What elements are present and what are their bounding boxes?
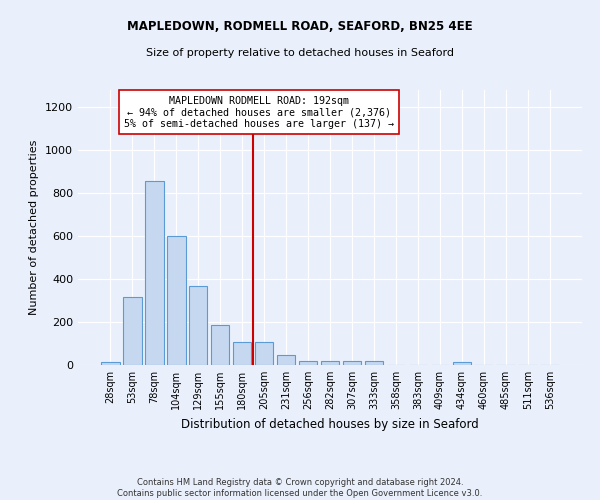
Bar <box>123 298 142 365</box>
Bar <box>299 360 317 365</box>
Bar <box>211 326 229 365</box>
Text: Contains HM Land Registry data © Crown copyright and database right 2024.
Contai: Contains HM Land Registry data © Crown c… <box>118 478 482 498</box>
Bar <box>277 356 295 365</box>
Text: MAPLEDOWN, RODMELL ROAD, SEAFORD, BN25 4EE: MAPLEDOWN, RODMELL ROAD, SEAFORD, BN25 4… <box>127 20 473 33</box>
Bar <box>255 342 274 365</box>
Bar <box>343 361 361 365</box>
Bar <box>452 362 471 365</box>
Text: MAPLEDOWN RODMELL ROAD: 192sqm
← 94% of detached houses are smaller (2,376)
5% o: MAPLEDOWN RODMELL ROAD: 192sqm ← 94% of … <box>124 96 394 128</box>
Bar <box>365 361 383 365</box>
Bar <box>233 342 251 365</box>
Y-axis label: Number of detached properties: Number of detached properties <box>29 140 40 315</box>
Bar <box>320 361 340 365</box>
Bar <box>101 362 119 365</box>
Bar <box>145 182 164 365</box>
Bar <box>189 286 208 365</box>
Bar <box>167 236 185 365</box>
X-axis label: Distribution of detached houses by size in Seaford: Distribution of detached houses by size … <box>181 418 479 430</box>
Text: Size of property relative to detached houses in Seaford: Size of property relative to detached ho… <box>146 48 454 58</box>
